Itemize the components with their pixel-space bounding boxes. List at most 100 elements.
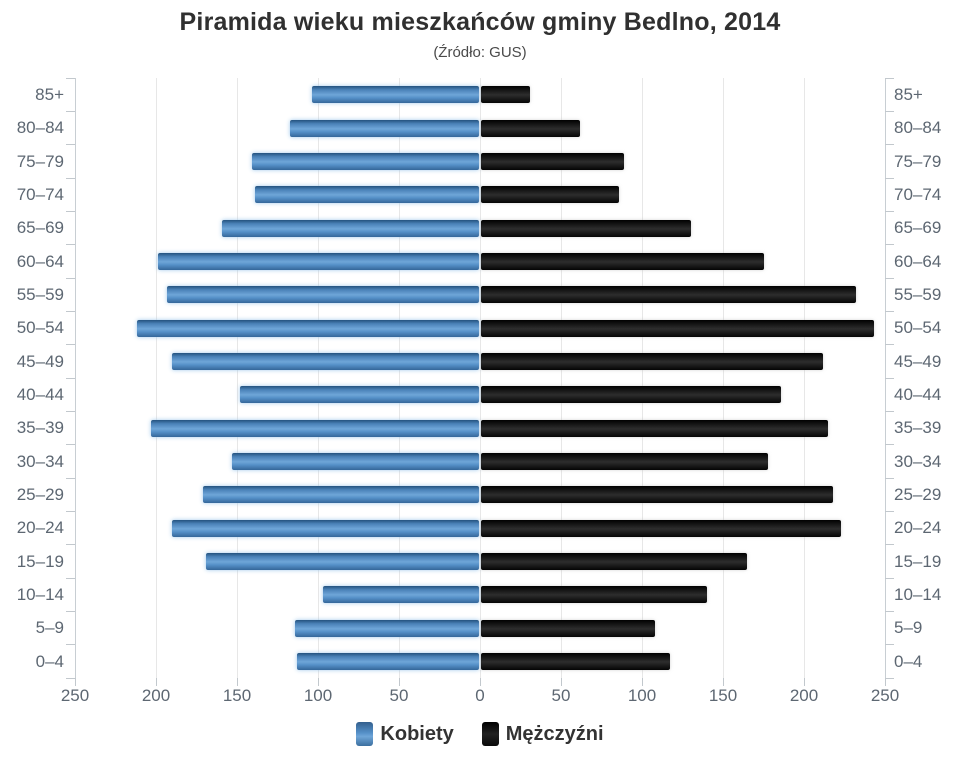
category-label-left: 45–49 [16,351,64,371]
left-axis-labels: 85+ 80–84 75–79 70–74 65–69 60–64 55–59 50–54 45… [0,78,64,678]
category-label-right: 55–59 [894,285,942,304]
bar-mezczyzni-5–9[interactable] [481,619,655,637]
category-label-right: 50–54 [894,318,942,338]
bar-kobiety-75–79[interactable] [251,152,479,170]
bar-kobiety-0–4[interactable] [296,652,479,670]
bar-kobiety-85+[interactable] [311,86,479,104]
bar-mezczyzni-85+[interactable] [481,86,531,104]
legend-label-mezczyzni: Mężczyźni [505,722,604,745]
bar-mezczyzni-55–59[interactable] [481,286,856,304]
bar-mezczyzni-35–39[interactable] [481,419,829,437]
gridline [722,78,724,678]
x-axis-tick-label: 200 [789,686,819,705]
category-label-right: 15–19 [894,551,942,571]
bar-kobiety-60–64[interactable] [157,252,479,270]
right-axis-tick [885,110,894,112]
bar-mezczyzni-65–69[interactable] [481,219,691,237]
bar-kobiety-70–74[interactable] [254,186,479,204]
x-axis-tick-label: 150 [222,686,252,705]
category-label-left: 10–14 [16,585,64,604]
bar-mezczyzni-75–79[interactable] [481,152,625,170]
bar-mezczyzni-80–84[interactable] [481,119,581,137]
category-label-right: 0–4 [894,651,923,671]
left-axis-tick [66,510,75,512]
bar-kobiety-45–49[interactable] [172,352,479,370]
x-axis-tick-label: 250 [870,686,900,705]
left-axis-tick [66,344,75,346]
right-axis-tick [885,544,894,546]
bar-mezczyzni-70–74[interactable] [481,186,620,204]
legend-item-mezczyzni[interactable]: Mężczyźni [481,722,604,746]
bar-kobiety-15–19[interactable] [206,552,479,570]
legend-item-kobiety[interactable]: Kobiety [356,722,454,746]
left-axis-tick [66,210,75,212]
right-axis-tick [885,444,894,446]
x-axis-labels: 250 200 150 100 50 0 50 100 150 200 250 [61,686,899,708]
x-axis-tick [803,678,805,686]
category-label-left: 5–9 [35,618,64,638]
gridline [74,78,76,678]
category-label-left: 15–19 [16,551,64,571]
bar-mezczyzni-40–44[interactable] [481,386,782,404]
left-axis-tick [66,477,75,479]
bar-mezczyzni-45–49[interactable] [481,352,824,370]
bar-kobiety-10–14[interactable] [322,586,479,604]
category-label-right: 35–39 [894,418,942,438]
bar-kobiety-55–59[interactable] [167,286,479,304]
kobiety-swatch-icon [356,722,374,746]
right-axis-tick [885,177,894,179]
x-axis-tick-label: 250 [60,686,90,705]
category-label-right: 75–79 [894,151,942,171]
left-axis-tick [66,610,75,612]
bar-mezczyzni-50–54[interactable] [481,319,874,337]
bar-kobiety-50–54[interactable] [136,319,479,337]
category-label-left: 85+ [35,85,64,104]
bar-mezczyzni-20–24[interactable] [481,519,842,537]
category-label-right: 60–64 [894,251,942,271]
legend: Kobiety Mężczyźni [0,722,960,746]
x-axis-tick-label: 100 [303,686,333,705]
bar-mezczyzni-0–4[interactable] [481,652,670,670]
x-axis-tick [236,678,238,686]
category-label-left: 50–54 [16,318,64,338]
right-axis-tick [885,610,894,612]
bar-kobiety-80–84[interactable] [290,119,479,137]
gridline [317,78,319,678]
category-label-right: 45–49 [894,351,942,371]
bar-kobiety-30–34[interactable] [232,452,479,470]
left-axis-tick [66,377,75,379]
category-label-right: 40–44 [894,385,942,404]
category-label-left: 70–74 [16,185,64,204]
left-axis-tick [66,444,75,446]
category-label-left: 55–59 [16,285,64,304]
bar-kobiety-40–44[interactable] [240,386,479,404]
bar-kobiety-5–9[interactable] [295,619,479,637]
x-axis-tick-label: 50 [389,686,409,705]
gridline [560,78,562,678]
gridline [236,78,238,678]
right-axis-tick [885,77,894,79]
bar-kobiety-35–39[interactable] [151,419,479,437]
bar-mezczyzni-15–19[interactable] [481,552,748,570]
bar-mezczyzni-30–34[interactable] [481,452,769,470]
bar-mezczyzni-25–29[interactable] [481,486,834,504]
x-axis-tick [479,678,481,686]
right-axis-labels: 85+ 80–84 75–79 70–74 65–69 60–64 55–59 50–54 45… [894,78,960,678]
chart-subtitle: (Źródło: GUS) [433,44,527,61]
bar-mezczyzni-60–64[interactable] [481,252,764,270]
bar-kobiety-65–69[interactable] [222,219,479,237]
right-axis-tick [885,477,894,479]
x-axis-tick-label: 50 [551,686,571,705]
left-axis-tick [66,310,75,312]
x-axis-tick-label: 0 [475,686,485,705]
category-label-left: 65–69 [16,218,64,238]
category-label-right: 30–34 [894,451,942,471]
bar-kobiety-20–24[interactable] [172,519,479,537]
plot-area [66,77,894,686]
mezczyzni-swatch-icon [481,722,499,746]
left-axis-tick [66,110,75,112]
category-label-left: 20–24 [16,518,64,538]
bar-mezczyzni-10–14[interactable] [481,586,707,604]
x-axis-tick [884,678,886,686]
bar-kobiety-25–29[interactable] [202,486,479,504]
